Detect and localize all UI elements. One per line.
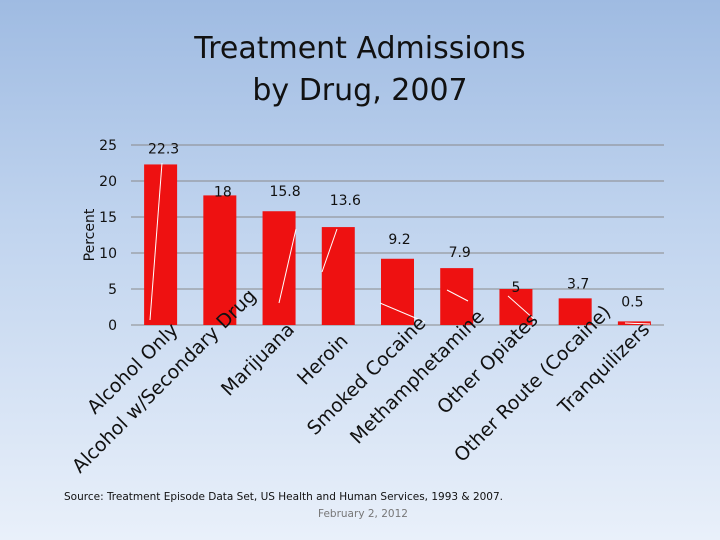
y-axis-label: Percent [82, 208, 98, 261]
data-label: 5 [511, 280, 520, 296]
leader-line [507, 295, 536, 321]
data-label: 9.2 [388, 232, 410, 248]
leader-line [278, 228, 297, 304]
bar [558, 298, 592, 325]
bar [203, 195, 237, 325]
label-leader-lines [149, 162, 651, 325]
bar [144, 164, 178, 325]
leader-line [624, 322, 651, 325]
data-label: 18 [214, 184, 232, 200]
data-label: 7.9 [449, 245, 471, 261]
y-tick-label: 10 [99, 246, 117, 262]
data-label: 0.5 [621, 294, 643, 310]
leader-line [149, 162, 163, 321]
bar [321, 227, 355, 325]
y-tick-label: 15 [99, 210, 117, 226]
data-label: 22.3 [148, 141, 179, 157]
bar [262, 211, 296, 325]
y-tick-label: 25 [99, 138, 117, 154]
y-tick-label: 20 [99, 174, 117, 190]
data-label: 13.6 [330, 193, 361, 209]
bars [144, 164, 651, 325]
y-axis-ticks: 0 5 10 15 20 25 [99, 138, 117, 334]
x-tick-label: Heroin [293, 330, 353, 390]
bar [499, 289, 533, 325]
chart-title: Treatment Admissions by Drug, 2007 [160, 28, 560, 112]
source-note: Source: Treatment Episode Data Set, US H… [64, 491, 504, 503]
data-label: 15.8 [269, 184, 300, 200]
y-tick-label: 5 [108, 282, 117, 298]
y-tick-label: 0 [108, 318, 117, 334]
leader-line [446, 289, 469, 302]
bar [381, 258, 414, 325]
leader-line [321, 228, 338, 273]
bar [440, 268, 474, 325]
data-label: 3.7 [567, 276, 589, 292]
chart-title-line-2: by Drug, 2007 [252, 73, 468, 108]
data-labels: 22.3 18 15.8 13.6 9.2 7.9 5 3.7 0.5 [148, 141, 643, 310]
leader-line [379, 302, 426, 323]
chart-title-line-1: Treatment Admissions [194, 31, 526, 66]
slide-date: February 2, 2012 [318, 508, 408, 520]
